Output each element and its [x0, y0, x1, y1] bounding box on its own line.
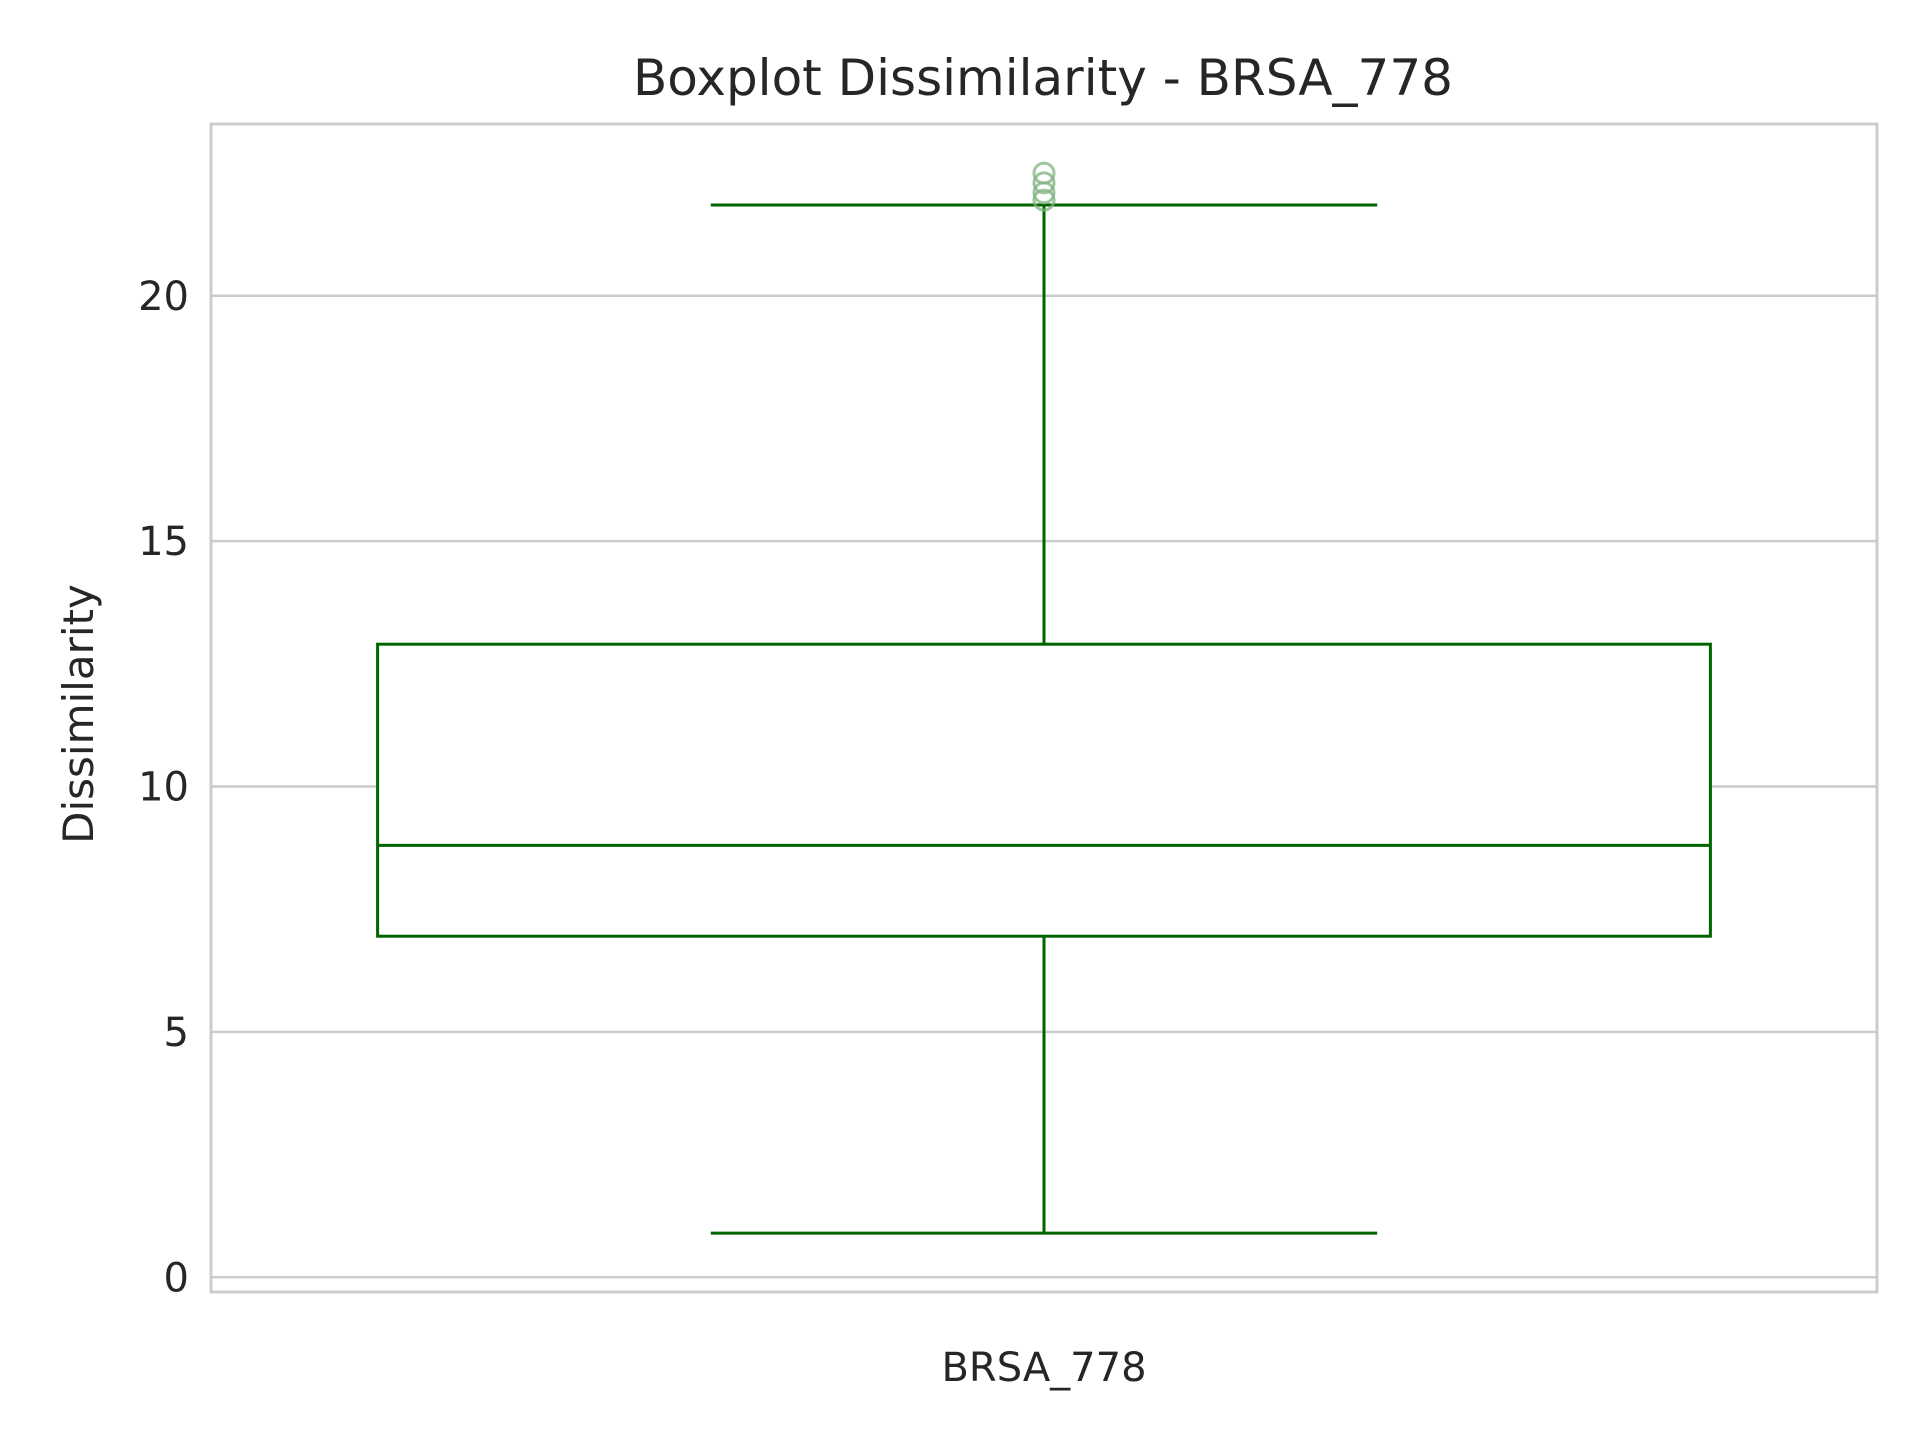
- plot-frame: [209, 122, 1879, 1294]
- y-tick-label-20: 20: [138, 274, 189, 320]
- iqr-box: [376, 642, 1712, 938]
- outlier-point-2: [1032, 171, 1056, 195]
- plot-area: [209, 122, 1879, 1294]
- chart-title: Boxplot Dissimilarity - BRSA_778: [633, 49, 1453, 107]
- y-tick-label-0: 0: [164, 1255, 189, 1301]
- y-axis-label: Dissimilarity: [54, 584, 103, 844]
- x-tick-label-0: BRSA_778: [941, 1345, 1146, 1391]
- outlier-point-3: [1032, 161, 1056, 185]
- y-tick-label-15: 15: [138, 519, 189, 565]
- outlier-point-0: [1032, 188, 1056, 212]
- y-tick-label-10: 10: [138, 765, 189, 811]
- x-tick-labels: BRSA_778: [941, 1345, 1146, 1391]
- y-tick-labels: 0 5 10 15 20: [138, 274, 189, 1302]
- y-tick-label-5: 5: [164, 1010, 189, 1056]
